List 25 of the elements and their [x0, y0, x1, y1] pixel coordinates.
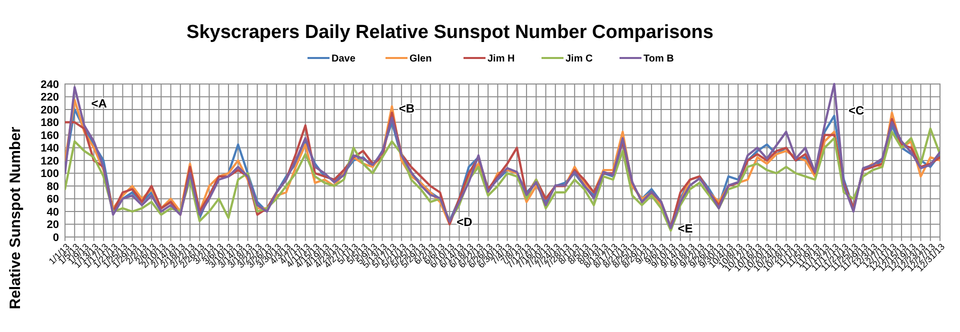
y-tick-label: 140 [40, 142, 59, 155]
annotation: <C [848, 103, 864, 118]
y-tick-label: 100 [40, 168, 59, 180]
legend-label: Tom B [644, 54, 674, 64]
y-tick-label: 40 [46, 206, 59, 218]
y-tick-label: 20 [46, 219, 59, 232]
annotation: <E [678, 221, 693, 236]
y-tick-label: 200 [40, 104, 59, 116]
y-axis-title: Relative Sunspot Number [7, 126, 24, 310]
annotation: <B [398, 101, 415, 116]
y-tick-label: 80 [46, 180, 59, 193]
y-tick-label: 0 [52, 232, 59, 244]
y-tick-label: 160 [40, 130, 59, 142]
legend-label: Jim C [566, 54, 593, 64]
chart-title: Skyscrapers Daily Relative Sunspot Number Comparisons [186, 22, 714, 43]
legend-label: Jim H [488, 54, 515, 64]
annotation: <A [91, 96, 108, 110]
y-tick-label: 240 [40, 78, 59, 91]
legend-label: Glen [410, 54, 432, 64]
annotation: <D [456, 214, 473, 229]
y-tick-label: 220 [40, 92, 59, 104]
y-tick-label: 180 [40, 117, 59, 130]
y-tick-label: 60 [46, 194, 59, 206]
y-tick-label: 120 [40, 155, 59, 168]
legend-label: Dave [332, 54, 356, 64]
